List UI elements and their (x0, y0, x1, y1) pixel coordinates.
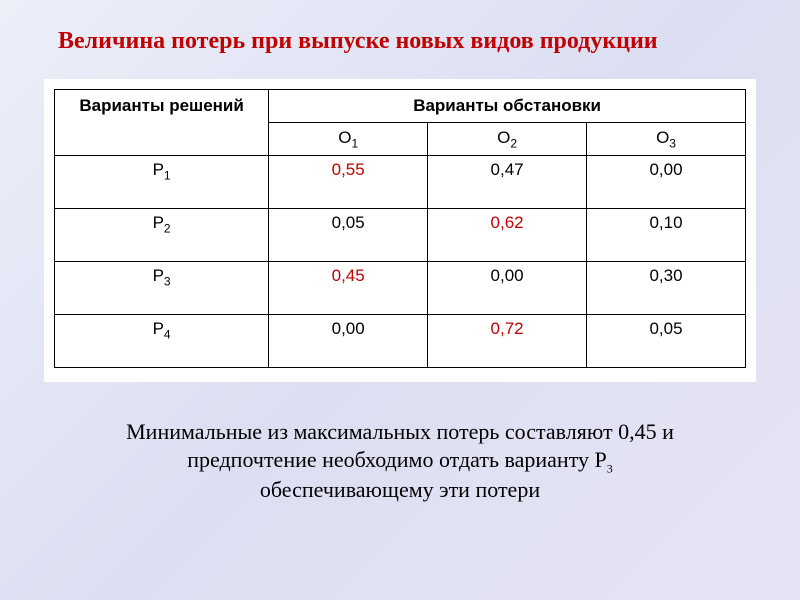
page-title: Величина потерь при выпуске новых видов … (58, 28, 760, 55)
table-cell: 0,45 (269, 262, 428, 315)
row-label-base: Р (153, 160, 164, 179)
loss-table: Варианты решений Варианты обстановки О1 … (54, 89, 746, 368)
col-o2-base: О (497, 128, 510, 147)
table-cell: 0,00 (587, 156, 746, 209)
col-o3-sub: 3 (669, 136, 676, 150)
row-label: Р4 (55, 315, 269, 368)
caption-line1: Минимальные из максимальных потерь соста… (126, 419, 674, 444)
col-o2: О2 (428, 123, 587, 156)
table-cell: 0,62 (428, 209, 587, 262)
col-o2-sub: 2 (510, 136, 517, 150)
row-label: Р3 (55, 262, 269, 315)
row-label-sub: 2 (164, 221, 171, 235)
row-label-sub: 3 (164, 274, 171, 288)
table-cell: 0,72 (428, 315, 587, 368)
table-cell: 0,55 (269, 156, 428, 209)
header-situations: Варианты обстановки (269, 90, 746, 123)
table-header-row: Варианты решений Варианты обстановки (55, 90, 746, 123)
caption-line2: предпочтение необходимо отдать варианту … (187, 447, 607, 472)
caption-line3: обеспечивающему эти потери (260, 477, 540, 502)
caption-line2-sub: 3 (607, 461, 613, 475)
row-label-base: Р (153, 266, 164, 285)
table-cell: 0,05 (269, 209, 428, 262)
table-row: Р40,000,720,05 (55, 315, 746, 368)
table-container: Варианты решений Варианты обстановки О1 … (44, 79, 756, 382)
row-label: Р2 (55, 209, 269, 262)
row-label: Р1 (55, 156, 269, 209)
table-cell: 0,05 (587, 315, 746, 368)
table-cell: 0,10 (587, 209, 746, 262)
row-label-base: Р (153, 319, 164, 338)
row-label-sub: 4 (164, 327, 171, 341)
table-cell: 0,00 (269, 315, 428, 368)
col-o3-base: О (656, 128, 669, 147)
row-label-sub: 1 (164, 168, 171, 182)
table-row: Р10,550,470,00 (55, 156, 746, 209)
col-o3: О3 (587, 123, 746, 156)
table-row: Р20,050,620,10 (55, 209, 746, 262)
slide: Величина потерь при выпуске новых видов … (0, 0, 800, 600)
table-body: Р10,550,470,00Р20,050,620,10Р30,450,000,… (55, 156, 746, 368)
table-cell: 0,00 (428, 262, 587, 315)
header-decisions: Варианты решений (55, 90, 269, 156)
table-cell: 0,47 (428, 156, 587, 209)
col-o1: О1 (269, 123, 428, 156)
table-row: Р30,450,000,30 (55, 262, 746, 315)
row-label-base: Р (153, 213, 164, 232)
caption-text: Минимальные из максимальных потерь соста… (40, 418, 760, 503)
table-cell: 0,30 (587, 262, 746, 315)
col-o1-base: О (338, 128, 351, 147)
col-o1-sub: 1 (351, 136, 358, 150)
